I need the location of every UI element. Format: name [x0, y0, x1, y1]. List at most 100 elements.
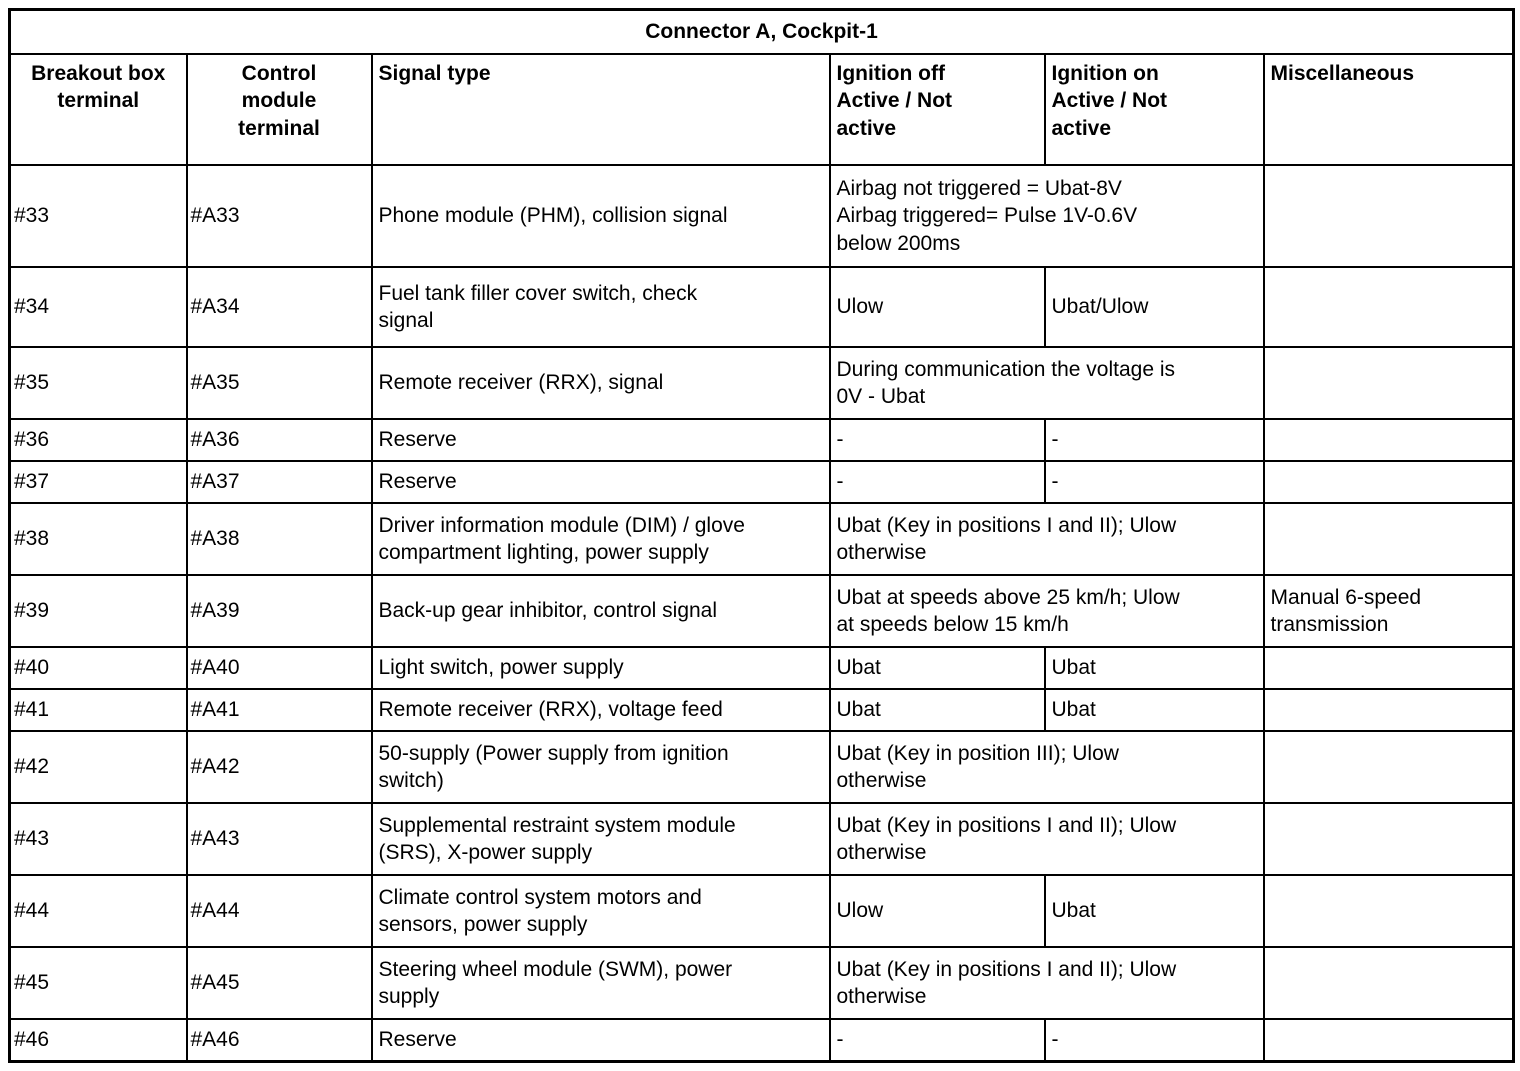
signal-type-cell: Reserve — [370, 418, 831, 462]
col-header-control-module-terminal: Control module terminal — [185, 53, 373, 166]
ignition-combined-cell: Airbag not triggered = Ubat-8V Airbag tr… — [828, 164, 1265, 268]
ignition-combined-cell: Ubat (Key in position III); Ulow otherwi… — [828, 730, 1265, 804]
signal-type-cell: Supplemental restraint system module (SR… — [370, 802, 831, 876]
breakout-terminal-cell: #41 — [8, 688, 188, 732]
ignition-combined-cell: Ubat (Key in positions I and II); Ulow o… — [828, 802, 1265, 876]
breakout-terminal-cell: #42 — [8, 730, 188, 804]
signal-type-cell: Steering wheel module (SWM), power suppl… — [370, 946, 831, 1020]
module-terminal-cell: #A46 — [185, 1018, 373, 1062]
signal-type-cell: Phone module (PHM), collision signal — [370, 164, 831, 268]
table-row: #37 #A37 Reserve - - — [8, 460, 1515, 504]
breakout-terminal-cell: #34 — [8, 266, 188, 348]
misc-cell — [1262, 874, 1515, 948]
ignition-on-cell: - — [1043, 460, 1265, 504]
misc-cell — [1262, 730, 1515, 804]
signal-type-cell: Reserve — [370, 1018, 831, 1062]
misc-cell — [1262, 688, 1515, 732]
table-row: #41 #A41 Remote receiver (RRX), voltage … — [8, 688, 1515, 732]
signal-type-cell: Light switch, power supply — [370, 646, 831, 690]
module-terminal-cell: #A45 — [185, 946, 373, 1020]
breakout-terminal-cell: #37 — [8, 460, 188, 504]
ignition-combined-cell: Ubat (Key in positions I and II); Ulow o… — [828, 946, 1265, 1020]
breakout-terminal-cell: #36 — [8, 418, 188, 462]
module-terminal-cell: #A38 — [185, 502, 373, 576]
misc-cell — [1262, 646, 1515, 690]
misc-cell — [1262, 418, 1515, 462]
misc-cell: Manual 6-speed transmission — [1262, 574, 1515, 648]
table-row: #46 #A46 Reserve - - — [8, 1018, 1515, 1062]
ignition-on-cell: - — [1043, 1018, 1265, 1062]
ignition-off-cell: Ubat — [828, 646, 1046, 690]
table-row: #38 #A38 Driver information module (DIM)… — [8, 502, 1515, 576]
module-terminal-cell: #A36 — [185, 418, 373, 462]
table-row: #36 #A36 Reserve - - — [8, 418, 1515, 462]
misc-cell — [1262, 460, 1515, 504]
table-title: Connector A, Cockpit-1 — [8, 8, 1515, 55]
module-terminal-cell: #A41 — [185, 688, 373, 732]
signal-type-cell: Back-up gear inhibitor, control signal — [370, 574, 831, 648]
module-terminal-cell: #A37 — [185, 460, 373, 504]
col-header-breakout-box-terminal: Breakout box terminal — [8, 53, 188, 166]
ignition-combined-cell: Ubat (Key in positions I and II); Ulow o… — [828, 502, 1265, 576]
signal-type-cell: Climate control system motors and sensor… — [370, 874, 831, 948]
table-row: #33 #A33 Phone module (PHM), collision s… — [8, 164, 1515, 268]
module-terminal-cell: #A40 — [185, 646, 373, 690]
misc-cell — [1262, 164, 1515, 268]
misc-cell — [1262, 802, 1515, 876]
ignition-off-cell: Ulow — [828, 874, 1046, 948]
ignition-off-cell: Ubat — [828, 688, 1046, 732]
connector-a-cockpit-1-table: Connector A, Cockpit-1 Breakout box term… — [8, 8, 1516, 1063]
table-row: #45 #A45 Steering wheel module (SWM), po… — [8, 946, 1515, 1020]
table-row: #34 #A34 Fuel tank filler cover switch, … — [8, 266, 1515, 348]
breakout-terminal-cell: #33 — [8, 164, 188, 268]
signal-type-cell: Remote receiver (RRX), signal — [370, 346, 831, 420]
table-row: #43 #A43 Supplemental restraint system m… — [8, 802, 1515, 876]
col-header-ignition-on: Ignition on Active / Not active — [1043, 53, 1265, 166]
ignition-off-cell: Ulow — [828, 266, 1046, 348]
misc-cell — [1262, 266, 1515, 348]
breakout-terminal-cell: #40 — [8, 646, 188, 690]
table-row: #40 #A40 Light switch, power supply Ubat… — [8, 646, 1515, 690]
signal-type-cell: 50-supply (Power supply from ignition sw… — [370, 730, 831, 804]
table-row: #35 #A35 Remote receiver (RRX), signal D… — [8, 346, 1515, 420]
col-header-miscellaneous: Miscellaneous — [1262, 53, 1515, 166]
table-header-row: Breakout box terminal Control module ter… — [8, 53, 1515, 166]
module-terminal-cell: #A42 — [185, 730, 373, 804]
ignition-combined-cell: Ubat at speeds above 25 km/h; Ulow at sp… — [828, 574, 1265, 648]
module-terminal-cell: #A39 — [185, 574, 373, 648]
table-title-row: Connector A, Cockpit-1 — [8, 8, 1515, 55]
ignition-off-cell: - — [828, 1018, 1046, 1062]
breakout-terminal-cell: #35 — [8, 346, 188, 420]
breakout-terminal-cell: #39 — [8, 574, 188, 648]
breakout-terminal-cell: #44 — [8, 874, 188, 948]
table-row: #44 #A44 Climate control system motors a… — [8, 874, 1515, 948]
table-row: #39 #A39 Back-up gear inhibitor, control… — [8, 574, 1515, 648]
col-header-signal-type: Signal type — [370, 53, 831, 166]
ignition-on-cell: Ubat — [1043, 874, 1265, 948]
module-terminal-cell: #A34 — [185, 266, 373, 348]
breakout-terminal-cell: #38 — [8, 502, 188, 576]
module-terminal-cell: #A35 — [185, 346, 373, 420]
misc-cell — [1262, 1018, 1515, 1062]
breakout-terminal-cell: #45 — [8, 946, 188, 1020]
ignition-off-cell: - — [828, 418, 1046, 462]
misc-cell — [1262, 946, 1515, 1020]
module-terminal-cell: #A43 — [185, 802, 373, 876]
module-terminal-cell: #A44 — [185, 874, 373, 948]
signal-type-cell: Remote receiver (RRX), voltage feed — [370, 688, 831, 732]
ignition-on-cell: Ubat/Ulow — [1043, 266, 1265, 348]
module-terminal-cell: #A33 — [185, 164, 373, 268]
ignition-off-cell: - — [828, 460, 1046, 504]
ignition-on-cell: Ubat — [1043, 646, 1265, 690]
breakout-terminal-cell: #43 — [8, 802, 188, 876]
signal-type-cell: Driver information module (DIM) / glove … — [370, 502, 831, 576]
ignition-combined-cell: During communication the voltage is 0V -… — [828, 346, 1265, 420]
breakout-terminal-cell: #46 — [8, 1018, 188, 1062]
signal-type-cell: Reserve — [370, 460, 831, 504]
table-row: #42 #A42 50-supply (Power supply from ig… — [8, 730, 1515, 804]
signal-type-cell: Fuel tank filler cover switch, check sig… — [370, 266, 831, 348]
ignition-on-cell: - — [1043, 418, 1265, 462]
ignition-on-cell: Ubat — [1043, 688, 1265, 732]
misc-cell — [1262, 346, 1515, 420]
